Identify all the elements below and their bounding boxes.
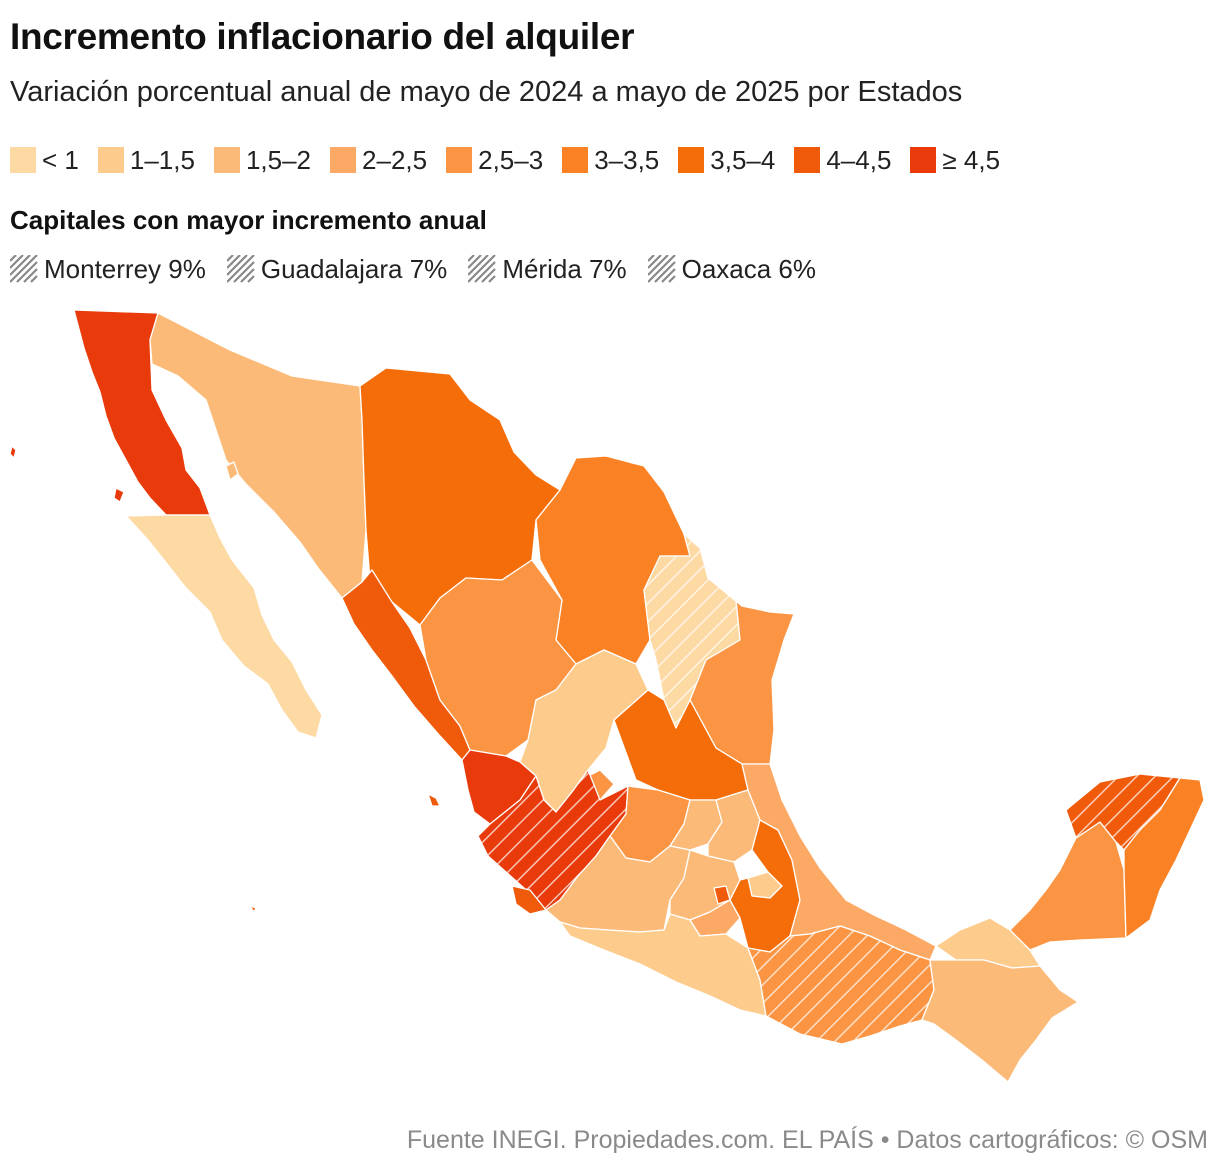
legend-item: 3–3,5	[562, 145, 659, 176]
island-cedros	[113, 487, 125, 503]
legend-label: 3–3,5	[594, 144, 660, 175]
legend-label: 3,5–4	[710, 144, 776, 175]
legend-item: 1,5–2	[213, 144, 312, 176]
legend-item: 3,5–4	[678, 145, 775, 176]
island-guadalupe	[9, 445, 17, 459]
hatch-pattern-icon	[647, 255, 676, 283]
capital-label: Mérida 7%	[502, 253, 627, 284]
legend-label: < 1	[42, 144, 79, 175]
hatch-pattern-icon	[10, 255, 38, 283]
capital-hatch-monterrey	[644, 534, 740, 728]
mexico-map	[9, 309, 1205, 1083]
legend-item: 2,5–3	[446, 145, 543, 176]
legend-label: 2,5–3	[478, 144, 544, 175]
legend-item: 4–4,5	[794, 145, 891, 176]
legend-label: ≥ 4,5	[942, 144, 1001, 175]
legend-label: 2–2,5	[362, 144, 428, 175]
color-legend: < 1 1–1,5 1,5–2 2–2,5 2,5–3 3–3,5 3,5–4 …	[10, 143, 1019, 177]
legend-swatch	[97, 147, 124, 173]
hatch-pattern-icon	[226, 255, 255, 283]
legend-label: 1,5–2	[245, 144, 312, 175]
legend-label: 4–4,5	[826, 144, 892, 175]
capital-item-merida: Mérida 7%	[468, 253, 627, 285]
legend-swatch	[213, 147, 240, 173]
legend-swatch	[562, 147, 589, 173]
state-quintana-roo	[1123, 777, 1205, 939]
legend-swatch	[330, 147, 357, 173]
legend-label: 1–1,5	[129, 144, 195, 175]
capital-hatch-merida	[1066, 774, 1180, 850]
capital-label: Guadalajara 7%	[260, 253, 448, 284]
legend-item: < 1	[10, 145, 79, 176]
capital-label: Oaxaca 6%	[681, 253, 816, 284]
capital-hatch-oaxaca	[748, 926, 934, 1044]
legend-item: ≥ 4,5	[910, 145, 1000, 176]
map-title: Incremento inflacionario del alquiler	[10, 16, 635, 57]
state-campeche	[1009, 821, 1127, 951]
legend-swatch	[794, 147, 821, 173]
map-subtitle: Variación porcentual anual de mayo de 20…	[10, 76, 963, 108]
capitals-heading: Capitales con mayor incremento anual	[10, 205, 487, 235]
hatch-pattern-icon	[468, 255, 497, 283]
legend-swatch	[10, 147, 36, 173]
legend-swatch	[910, 147, 937, 173]
state-baja-california-sur	[125, 514, 323, 739]
legend-item: 2–2,5	[330, 145, 427, 176]
capitals-legend: Monterrey 9% Guadalajara 7% Mérida 7% Oa…	[10, 252, 837, 286]
source-footer: Fuente INEGI. Propiedades.com. EL PAÍS •…	[406, 1126, 1208, 1154]
capital-label: Monterrey 9%	[44, 253, 206, 284]
island-socorro	[249, 905, 257, 913]
capital-item-guadalajara: Guadalajara 7%	[226, 253, 448, 285]
island-marias	[427, 793, 441, 807]
island-tiburon	[225, 461, 239, 481]
capital-item-monterrey: Monterrey 9%	[10, 254, 206, 285]
capital-hatch-guadalajara	[478, 770, 628, 910]
state-chiapas	[921, 959, 1079, 1083]
legend-swatch	[678, 147, 705, 173]
capital-item-oaxaca: Oaxaca 6%	[647, 253, 816, 285]
state-colima	[511, 885, 547, 915]
legend-swatch	[446, 147, 473, 173]
legend-item: 1–1,5	[97, 144, 195, 176]
